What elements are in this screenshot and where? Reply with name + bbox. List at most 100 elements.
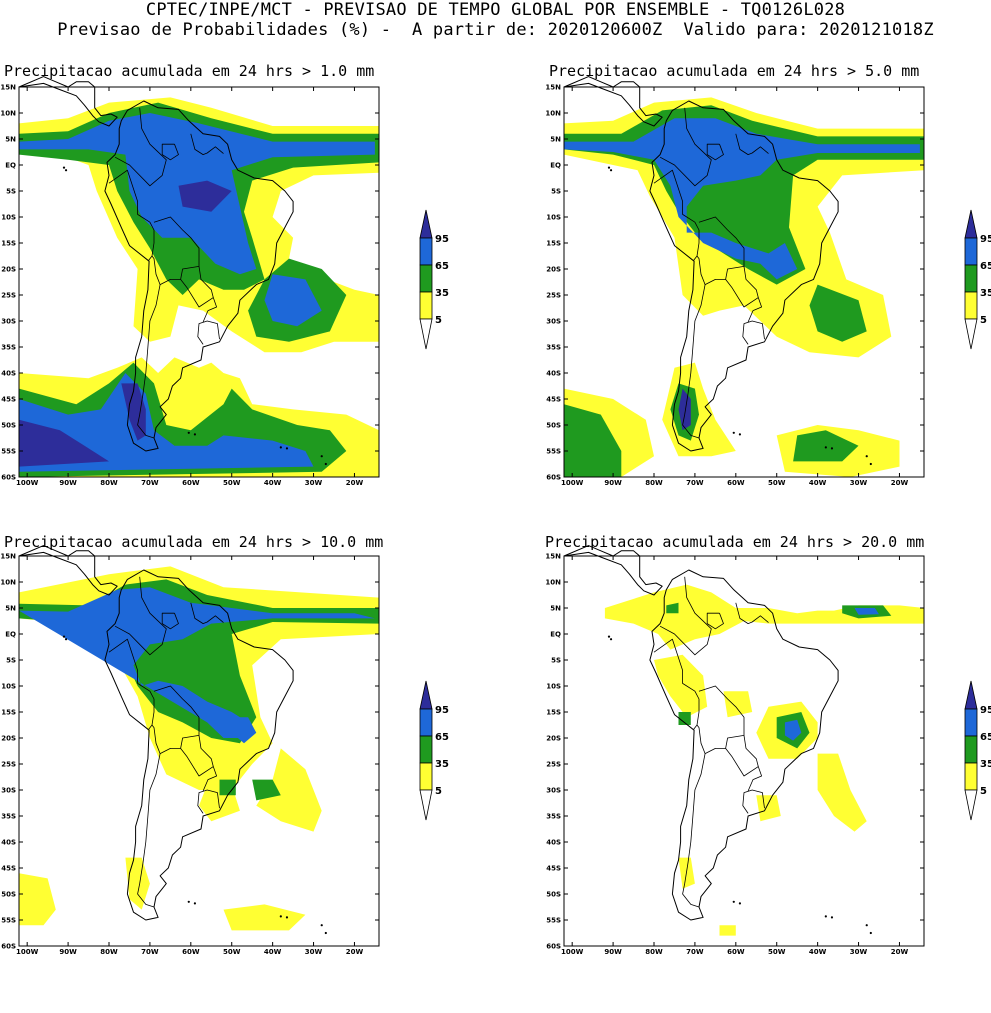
- country-border: [747, 297, 763, 323]
- lon-label: 30W: [305, 948, 323, 956]
- country-border: [706, 612, 724, 630]
- precip-fields: [564, 97, 924, 477]
- lat-label: 20S: [546, 735, 561, 743]
- colorbar: 95 65 35 5: [419, 209, 449, 350]
- precip-area-65pct: [854, 608, 879, 615]
- island-dot: [285, 916, 289, 919]
- island-dot: [193, 902, 197, 905]
- lon-label: 70W: [141, 948, 159, 956]
- island-dot: [609, 169, 613, 172]
- country-border: [108, 638, 155, 730]
- precip-area-95pct: [178, 180, 232, 212]
- lon-label: 20W: [891, 479, 909, 487]
- lat-label: 60S: [1, 474, 16, 482]
- coastlines: [563, 545, 872, 935]
- island-dot: [320, 924, 323, 927]
- precip-area-5pct: [223, 904, 306, 931]
- precip-probability-map: 15N 10N 5N EQ 5S 10S 15S 20S 25S 30S 35S 40S 45S 50S 5…: [0, 545, 380, 956]
- country-border: [202, 766, 218, 792]
- island-dot: [869, 931, 872, 935]
- precip-area-5pct: [756, 795, 781, 822]
- lat-label: EQ: [5, 631, 16, 639]
- lon-label: 80W: [100, 948, 118, 956]
- lon-label: 70W: [141, 479, 159, 487]
- precip-area-35pct: [564, 404, 622, 477]
- lon-label: 40W: [809, 479, 827, 487]
- country-border: [742, 789, 765, 814]
- panel-title: Precipitacao acumulada em 24 hrs > 1.0 m…: [4, 62, 375, 80]
- precip-area-5pct: [654, 654, 708, 718]
- country-border: [682, 753, 706, 908]
- lat-label: 40S: [1, 839, 16, 847]
- colorbar: 95 65 35 5: [964, 209, 991, 350]
- map-panel-20mm: Precipitacao acumulada em 24 hrs > 20.0 …: [545, 533, 991, 1013]
- lat-label: 35S: [546, 344, 561, 352]
- colorbar-segment-35: [964, 735, 978, 764]
- island-dot: [187, 431, 190, 434]
- header: CPTEC/INPE/MCT - PREVISAO DE TEMPO GLOBA…: [0, 0, 991, 40]
- lat-label: 15N: [0, 84, 16, 92]
- country-border: [137, 753, 161, 908]
- lon-label: 90W: [59, 948, 77, 956]
- island-dot: [64, 169, 68, 172]
- lat-label: 20S: [1, 735, 16, 743]
- precip-area-65pct: [231, 717, 257, 744]
- colorbar-segment-95: [419, 680, 433, 710]
- lat-label: 45S: [546, 396, 561, 404]
- country-border: [114, 576, 167, 656]
- country-border: [653, 169, 700, 261]
- lon-label: 70W: [686, 948, 704, 956]
- island-dot: [187, 900, 190, 903]
- lat-label: 35S: [546, 813, 561, 821]
- lat-label: 5N: [5, 136, 16, 144]
- precip-area-35pct: [678, 712, 691, 725]
- lon-label: 80W: [645, 948, 663, 956]
- lat-label: 60S: [546, 474, 561, 482]
- colorbar-segment-below-5: [964, 318, 978, 350]
- colorbar-segment-95: [964, 680, 978, 710]
- lat-label: 15S: [546, 709, 561, 717]
- colorbar: 95 65 35 5: [419, 680, 449, 821]
- lon-label: 30W: [850, 948, 868, 956]
- country-border: [742, 320, 765, 345]
- lon-label: 50W: [768, 948, 786, 956]
- precip-fields: [19, 97, 379, 477]
- island-dot: [193, 433, 197, 436]
- lat-label: 35S: [1, 344, 16, 352]
- country-border: [725, 266, 759, 308]
- lon-label: 40W: [809, 948, 827, 956]
- coastlines: [18, 76, 327, 466]
- map-frame: [563, 86, 925, 478]
- lon-label: 70W: [686, 479, 704, 487]
- island-dot: [830, 447, 834, 450]
- lon-label: 100W: [16, 948, 39, 956]
- colorbar-label: 35: [435, 288, 449, 299]
- lat-label: 5N: [550, 136, 561, 144]
- colorbar-segment-5: [964, 762, 978, 791]
- precip-area-35pct: [809, 284, 867, 342]
- colorbar-label: 5: [435, 315, 442, 326]
- island-dot: [320, 455, 323, 458]
- lat-label: 55S: [546, 448, 561, 456]
- colorbar-segment-below-5: [964, 789, 978, 821]
- island-dot: [830, 916, 834, 919]
- lon-label: 80W: [645, 479, 663, 487]
- precip-area-5pct: [817, 753, 867, 832]
- precip-fields: [604, 584, 924, 936]
- panel-title: Precipitacao acumulada em 24 hrs > 10.0 …: [4, 533, 384, 551]
- colorbar-label: 65: [980, 732, 991, 743]
- lon-label: 100W: [561, 948, 584, 956]
- map-frame: [563, 555, 925, 947]
- lon-label: 100W: [561, 479, 584, 487]
- lat-label: 30S: [1, 318, 16, 326]
- country-border: [725, 735, 759, 777]
- country-border: [161, 143, 179, 161]
- lat-label: 15S: [1, 709, 16, 717]
- lat-label: 25S: [546, 292, 561, 300]
- colorbar-label: 35: [435, 759, 449, 770]
- colorbar-segment-below-5: [419, 318, 433, 350]
- lat-label: 40S: [546, 370, 561, 378]
- island-dot: [738, 902, 742, 905]
- precip-area-65pct: [264, 274, 322, 327]
- lon-label: 50W: [223, 479, 241, 487]
